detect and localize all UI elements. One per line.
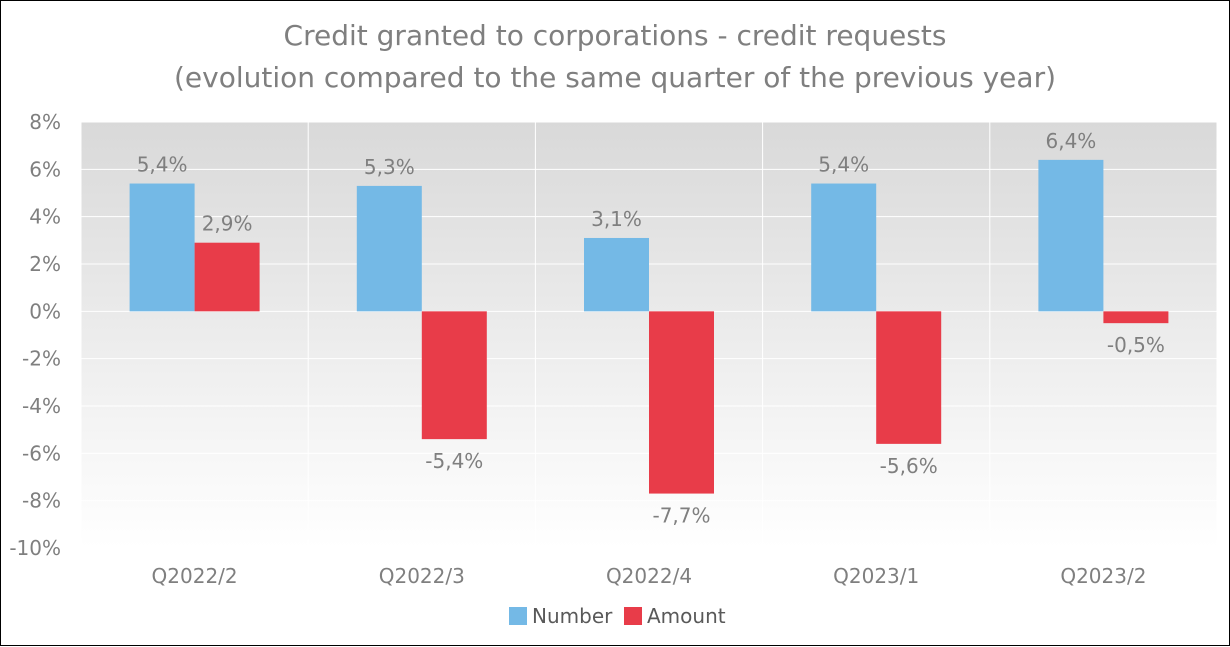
data-label-number: 5,4%	[818, 153, 869, 177]
data-label-amount: -5,4%	[425, 449, 483, 473]
y-tick-label: 6%	[29, 157, 61, 181]
bars	[129, 159, 1169, 494]
legend-swatch-number	[509, 607, 527, 625]
y-tick-label: -4%	[22, 394, 61, 418]
legend-label-number: Number	[532, 604, 613, 628]
bar-number	[811, 183, 877, 312]
x-tick-label: Q2022/3	[379, 564, 465, 588]
y-tick-label: 2%	[29, 252, 61, 276]
x-tick-label: Q2022/2	[152, 564, 238, 588]
x-tick-label: Q2023/2	[1060, 564, 1146, 588]
y-tick-label: -6%	[22, 441, 61, 465]
y-tick-label: 0%	[29, 299, 61, 323]
y-tick-label: -10%	[9, 536, 61, 560]
data-label-number: 5,3%	[364, 155, 415, 179]
bar-amount	[194, 242, 260, 312]
bar-amount	[421, 311, 487, 440]
x-tick-label: Q2022/4	[606, 564, 692, 588]
bar-amount	[649, 311, 714, 494]
y-axis: 8% 6% 4% 2% 0% -2% -4% -6% -8% -10%	[9, 110, 61, 560]
bar-number	[356, 185, 422, 312]
data-label-number: 5,4%	[137, 153, 188, 177]
data-label-number: 6,4%	[1045, 129, 1096, 153]
data-labels: 5,4% 5,3% 3,1% 5,4% 6,4% 2,9% -5,4% -7,7% -5,6% -…	[137, 129, 1165, 528]
y-tick-label: 8%	[29, 110, 61, 134]
legend-label-amount: Amount	[647, 604, 726, 628]
data-label-amount: -0,5%	[1107, 333, 1165, 357]
bar-number	[129, 183, 195, 312]
chart-subtitle: (evolution compared to the same quarter …	[174, 61, 1056, 94]
bar-number	[1038, 159, 1104, 312]
bar-amount	[876, 311, 942, 444]
data-label-amount: -5,6%	[880, 454, 938, 478]
legend: Number Amount	[509, 604, 726, 628]
data-label-amount: 2,9%	[202, 212, 253, 236]
data-label-number: 3,1%	[591, 207, 642, 231]
y-tick-label: -8%	[22, 489, 61, 513]
chart-title: Credit granted to corporations - credit …	[284, 19, 947, 52]
x-tick-label: Q2023/1	[833, 564, 919, 588]
y-tick-label: -2%	[22, 347, 61, 371]
bar-amount	[1103, 311, 1169, 324]
x-axis: Q2022/2 Q2022/3 Q2022/4 Q2023/1 Q2023/2	[152, 564, 1147, 588]
legend-swatch-amount	[624, 607, 642, 625]
gridlines	[80, 121, 1218, 549]
y-tick-label: 4%	[29, 205, 61, 229]
bar-number	[584, 237, 649, 312]
data-label-amount: -7,7%	[652, 504, 710, 528]
